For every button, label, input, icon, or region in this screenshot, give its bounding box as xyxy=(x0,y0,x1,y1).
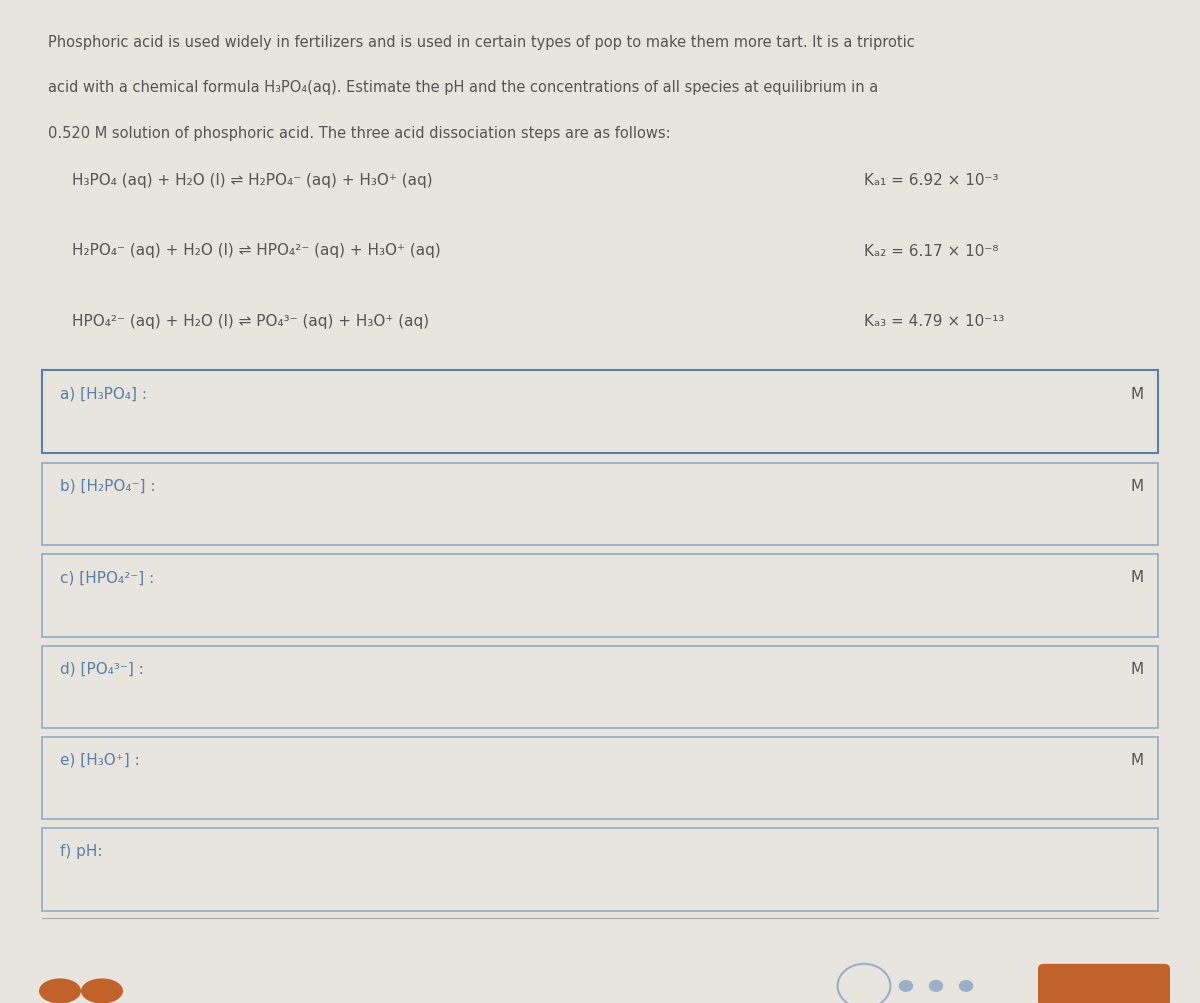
FancyBboxPatch shape xyxy=(1038,964,1170,1003)
FancyBboxPatch shape xyxy=(42,555,1158,637)
FancyBboxPatch shape xyxy=(42,371,1158,453)
Text: e) [H₃O⁺] :: e) [H₃O⁺] : xyxy=(60,752,139,767)
Circle shape xyxy=(929,980,943,992)
Text: a) [H₃PO₄] :: a) [H₃PO₄] : xyxy=(60,386,148,401)
FancyBboxPatch shape xyxy=(42,828,1158,911)
FancyBboxPatch shape xyxy=(42,737,1158,819)
Text: f) pH:: f) pH: xyxy=(60,844,102,859)
Text: Kₐ₁ = 6.92 × 10⁻³: Kₐ₁ = 6.92 × 10⁻³ xyxy=(864,174,998,188)
Text: Phosphoric acid is used widely in fertilizers and is used in certain types of po: Phosphoric acid is used widely in fertil… xyxy=(48,35,914,50)
Text: d) [PO₄³⁻] :: d) [PO₄³⁻] : xyxy=(60,661,144,676)
Text: H₃PO₄ (aq) + H₂O (l) ⇌ H₂PO₄⁻ (aq) + H₃O⁺ (aq): H₃PO₄ (aq) + H₂O (l) ⇌ H₂PO₄⁻ (aq) + H₃O… xyxy=(72,174,433,188)
Text: Kₐ₂ = 6.17 × 10⁻⁸: Kₐ₂ = 6.17 × 10⁻⁸ xyxy=(864,244,998,258)
Text: acid with a chemical formula H₃PO₄(aq). Estimate the pH and the concentrations o: acid with a chemical formula H₃PO₄(aq). … xyxy=(48,80,878,95)
Text: M: M xyxy=(1130,752,1144,767)
Text: Kₐ₃ = 4.79 × 10⁻¹³: Kₐ₃ = 4.79 × 10⁻¹³ xyxy=(864,314,1004,328)
Text: M: M xyxy=(1130,478,1144,493)
Text: H₂PO₄⁻ (aq) + H₂O (l) ⇌ HPO₄²⁻ (aq) + H₃O⁺ (aq): H₂PO₄⁻ (aq) + H₂O (l) ⇌ HPO₄²⁻ (aq) + H₃… xyxy=(72,244,440,258)
Circle shape xyxy=(959,980,973,992)
Text: M: M xyxy=(1130,661,1144,676)
Circle shape xyxy=(899,980,913,992)
Text: b) [H₂PO₄⁻] :: b) [H₂PO₄⁻] : xyxy=(60,478,156,493)
Text: M: M xyxy=(1130,570,1144,585)
Text: HPO₄²⁻ (aq) + H₂O (l) ⇌ PO₄³⁻ (aq) + H₃O⁺ (aq): HPO₄²⁻ (aq) + H₂O (l) ⇌ PO₄³⁻ (aq) + H₃O… xyxy=(72,314,430,328)
FancyBboxPatch shape xyxy=(42,646,1158,728)
FancyBboxPatch shape xyxy=(42,463,1158,546)
Text: M: M xyxy=(1130,386,1144,401)
Ellipse shape xyxy=(38,979,82,1003)
Ellipse shape xyxy=(82,979,124,1003)
Text: c) [HPO₄²⁻] :: c) [HPO₄²⁻] : xyxy=(60,570,155,585)
Text: 0.520 M solution of phosphoric acid. The three acid dissociation steps are as fo: 0.520 M solution of phosphoric acid. The… xyxy=(48,125,671,140)
